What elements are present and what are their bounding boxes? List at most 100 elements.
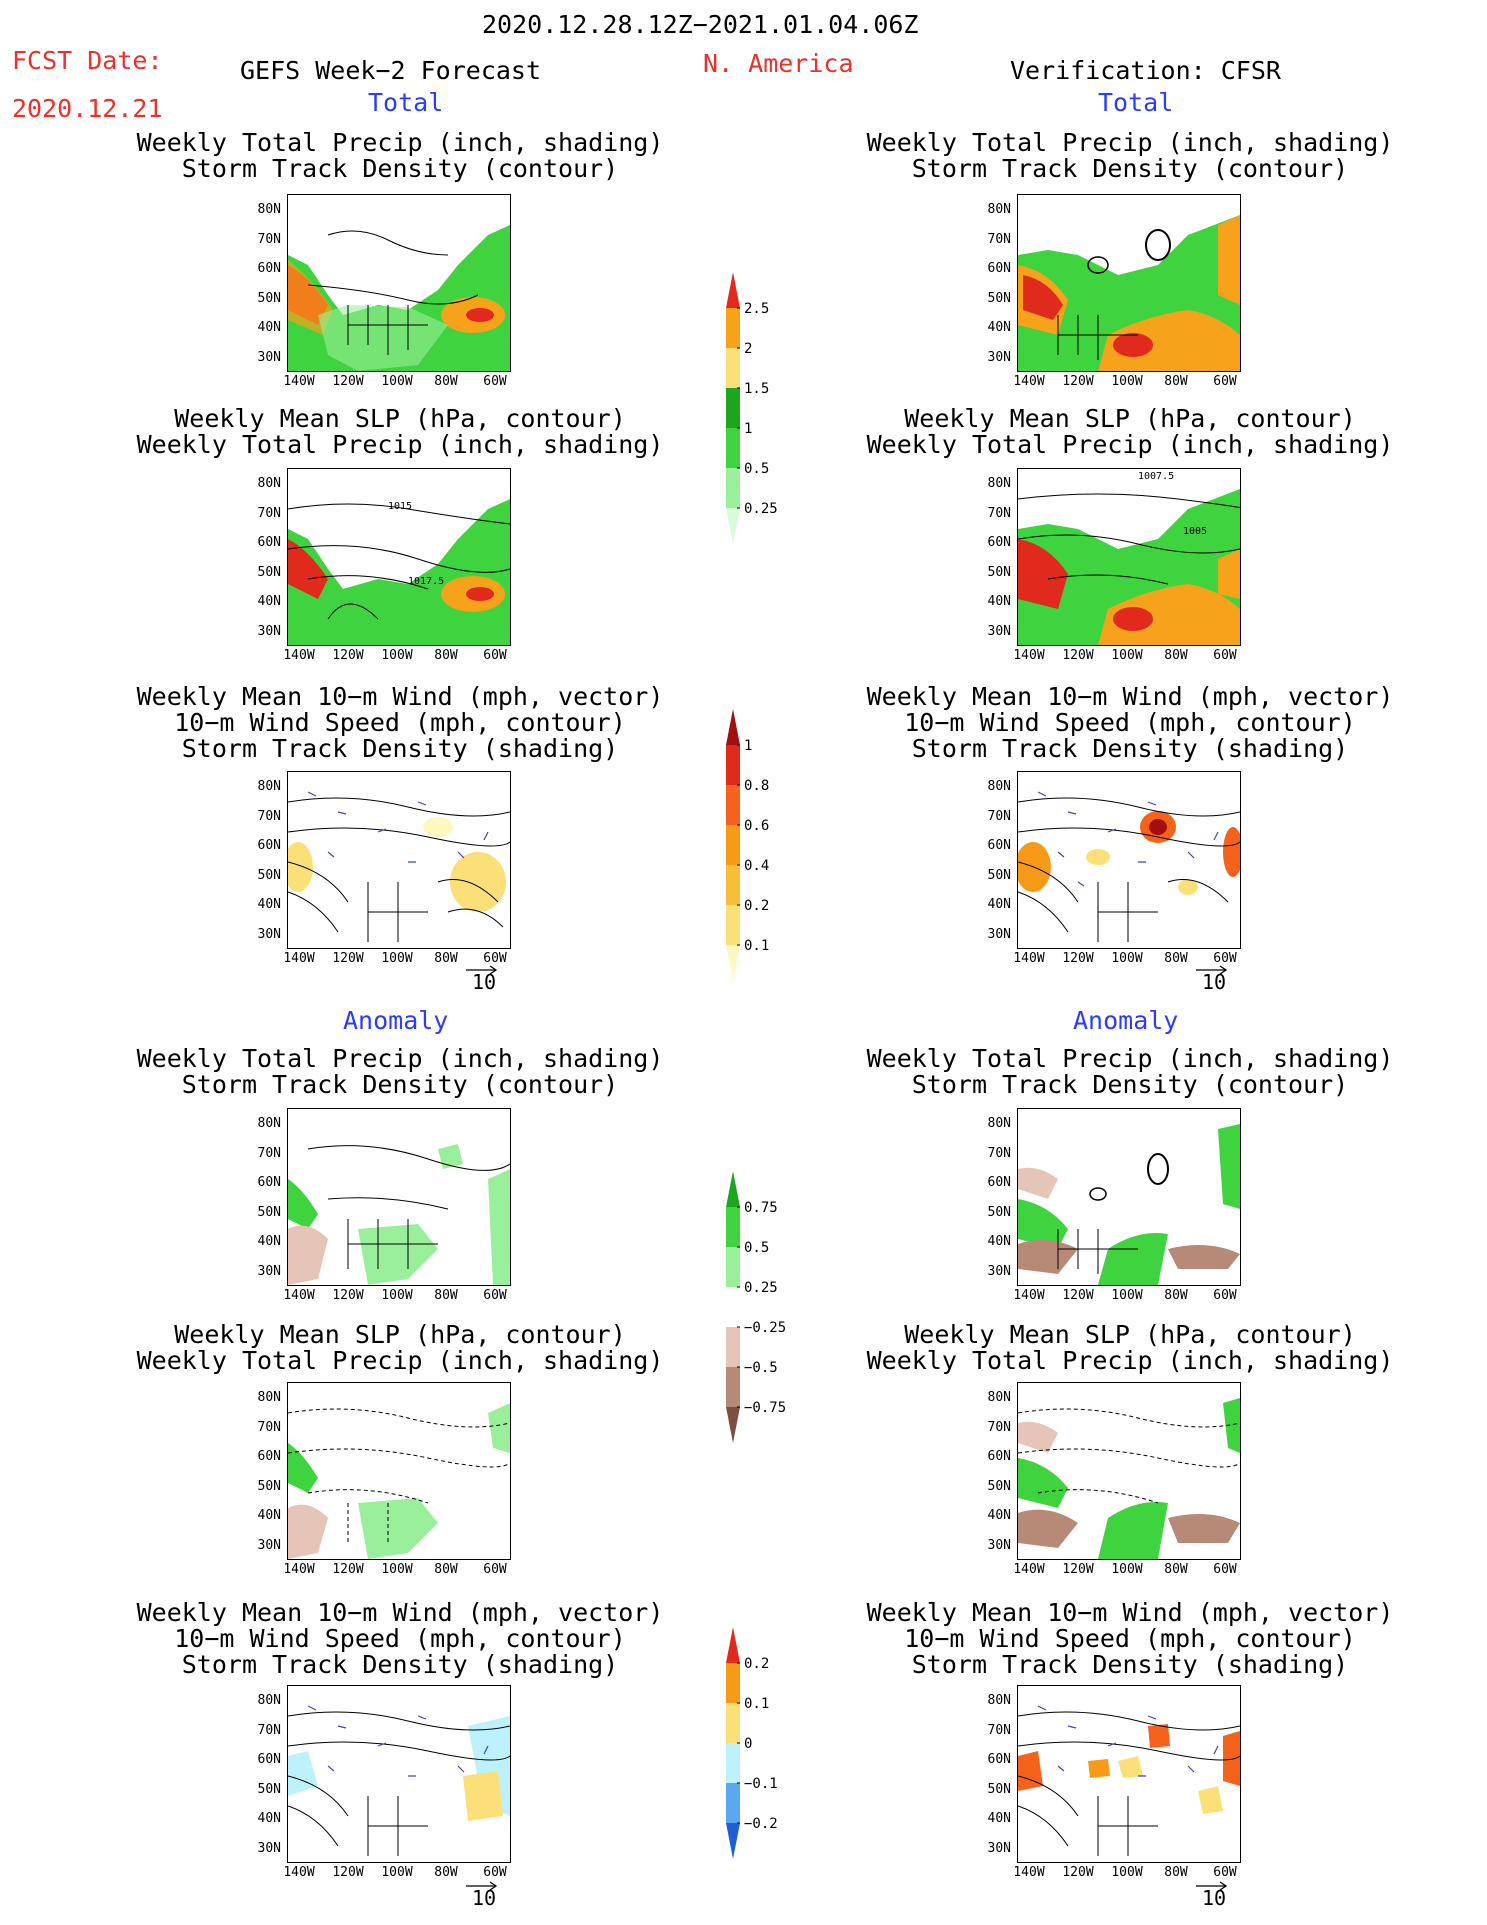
colorbar-swatch	[726, 1327, 740, 1367]
lat-tick-label: 70N	[987, 808, 1011, 824]
title-precip-total-right: Weekly Total Precip (inch, shading) Stor…	[866, 128, 1394, 183]
lat-tick-label: 30N	[987, 926, 1011, 942]
map-slp-total-gefs: 1015 1017.5	[287, 468, 511, 646]
vector-ref-arrow-3	[466, 1876, 500, 1891]
colorbar-storm-total: 1 0.8 0.6 0.4 0.2 0.1	[726, 709, 816, 995]
lon-tick-label: 100W	[381, 1562, 413, 1577]
colorbar-swatch	[726, 1367, 740, 1407]
lon-tick-label: 60W	[483, 1865, 507, 1880]
lon-tick-label: 140W	[1013, 374, 1045, 389]
slp-label-1007: 1007.5	[1138, 471, 1174, 482]
colorbar-swatch	[726, 1703, 740, 1743]
colorbar-precip-total: 2.5 2 1.5 1 0.5 0.25	[726, 272, 816, 558]
lon-tick-label: 120W	[332, 1288, 364, 1303]
colorbar-label: 0.75	[744, 1200, 778, 1216]
lat-tick-label: 40N	[257, 1811, 281, 1826]
lat-tick-label: 70N	[987, 1145, 1011, 1161]
lat-tick-label: 40N	[987, 594, 1011, 609]
colorbar-swatch	[726, 1823, 740, 1859]
lat-tick-label: 60N	[257, 261, 281, 276]
lon-tick-label: 120W	[1062, 951, 1094, 966]
colorbar-swatch	[726, 468, 740, 508]
region-label: N. America	[703, 49, 854, 78]
map-precip-anom-cfsr	[1017, 1108, 1241, 1286]
colorbar-storm-anom: 0.2 0.1 0 −0.1 −0.2	[726, 1627, 816, 1873]
lat-tick-label: 50N	[987, 1781, 1011, 1797]
title-wind-total-right: Weekly Mean 10−m Wind (mph, vector) 10−m…	[866, 682, 1394, 763]
vector-ref-arrow-2	[1196, 960, 1230, 975]
title-wind-anom-right: Weekly Mean 10−m Wind (mph, vector) 10−m…	[866, 1598, 1394, 1679]
lat-tick-label: 80N	[987, 476, 1011, 491]
colorbar-label: 1	[744, 738, 752, 754]
lat-tick-label: 70N	[987, 1722, 1011, 1738]
lat-tick-label: 30N	[987, 1537, 1011, 1553]
lat-tick-label: 60N	[987, 261, 1011, 276]
date-range: 2020.12.28.12Z−2021.01.04.06Z	[482, 10, 919, 39]
lat-tick-label: 80N	[257, 1390, 281, 1405]
lat-tick-label: 50N	[257, 1204, 281, 1220]
lon-tick-label: 80W	[434, 951, 458, 966]
lat-tick-label: 60N	[257, 1449, 281, 1464]
vector-ref-label-4: 10	[1201, 1886, 1227, 1910]
colorbar-swatch	[726, 272, 740, 308]
lon-tick-label: 60W	[1213, 1865, 1237, 1880]
lon-tick-label: 140W	[283, 1288, 315, 1303]
lon-tick-label: 120W	[332, 1865, 364, 1880]
colorbar-swatch	[726, 508, 740, 544]
lat-tick-label: 50N	[987, 564, 1011, 580]
lon-tick-label: 80W	[434, 1288, 458, 1303]
vector-ref-arrow-4	[1196, 1876, 1230, 1891]
colorbar-label: −0.5	[744, 1360, 778, 1376]
lon-tick-label: 60W	[483, 374, 507, 389]
lat-tick-label: 50N	[987, 1478, 1011, 1494]
lat-tick-label: 50N	[987, 290, 1011, 306]
map-wind-total-cfsr	[1017, 771, 1241, 949]
lon-tick-label: 120W	[1062, 1865, 1094, 1880]
lon-tick-label: 140W	[1013, 951, 1045, 966]
colorbar-swatch	[726, 865, 740, 905]
fcst-date-label: FCST Date:	[12, 46, 163, 75]
lon-tick-label: 60W	[483, 1562, 507, 1577]
colorbar-label: 0.4	[744, 858, 769, 874]
lon-tick-label: 60W	[1213, 1562, 1237, 1577]
colorbar-label: 0.6	[744, 818, 769, 834]
map-slp-anom-gefs	[287, 1382, 511, 1560]
slp-label-1015: 1015	[388, 501, 412, 512]
colorbar-swatch	[726, 785, 740, 825]
lon-tick-label: 80W	[1164, 374, 1188, 389]
title-precip-anom-right: Weekly Total Precip (inch, shading) Stor…	[866, 1044, 1394, 1099]
lon-tick-label: 120W	[1062, 648, 1094, 663]
lon-tick-label: 120W	[332, 374, 364, 389]
lat-tick-label: 50N	[257, 564, 281, 580]
lon-tick-label: 120W	[1062, 374, 1094, 389]
lon-tick-label: 120W	[332, 648, 364, 663]
lat-tick-label: 60N	[987, 1449, 1011, 1464]
lat-tick-label: 40N	[257, 897, 281, 912]
lat-tick-label: 60N	[257, 535, 281, 550]
lat-tick-label: 60N	[257, 1752, 281, 1767]
forecast-title: GEFS Week−2 Forecast	[240, 56, 542, 85]
lat-tick-label: 40N	[987, 320, 1011, 335]
lon-tick-label: 80W	[434, 1562, 458, 1577]
colorbar-label: 2.5	[744, 301, 769, 317]
lat-tick-label: 30N	[257, 623, 281, 639]
lon-tick-label: 80W	[434, 648, 458, 663]
fcst-date-value: 2020.12.21	[12, 94, 163, 123]
colorbar-label: 0	[744, 1736, 752, 1752]
lat-tick-label: 30N	[987, 623, 1011, 639]
colorbar-label: 0.5	[744, 1240, 769, 1256]
lon-tick-label: 60W	[1213, 374, 1237, 389]
lat-tick-label: 30N	[257, 1537, 281, 1553]
map-slp-total-cfsr: 1007.5 1005	[1017, 468, 1241, 646]
section-anomaly-right: Anomaly	[1073, 1006, 1179, 1035]
lon-tick-label: 60W	[1213, 951, 1237, 966]
lon-tick-label: 100W	[381, 648, 413, 663]
lat-tick-label: 70N	[257, 808, 281, 824]
lat-tick-label: 50N	[987, 867, 1011, 883]
colorbar-swatch	[726, 709, 740, 745]
lon-tick-label: 100W	[1111, 1562, 1143, 1577]
lat-tick-label: 40N	[257, 1508, 281, 1523]
lon-tick-label: 140W	[283, 374, 315, 389]
lat-tick-label: 40N	[257, 594, 281, 609]
lat-tick-label: 60N	[257, 1175, 281, 1190]
